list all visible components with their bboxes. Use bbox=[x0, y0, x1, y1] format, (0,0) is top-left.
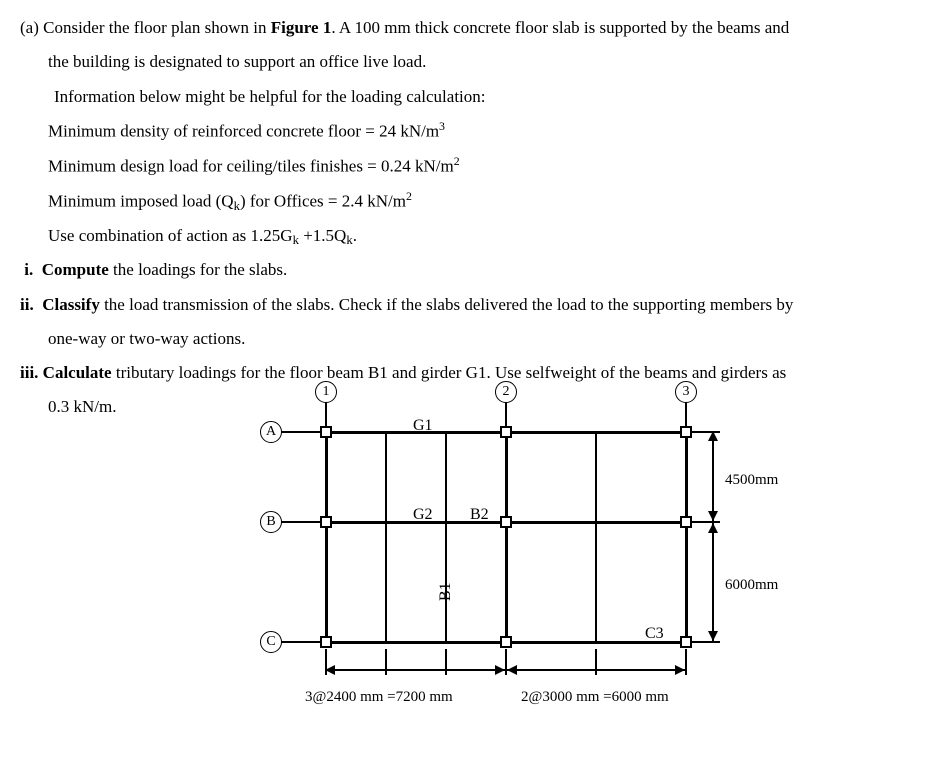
bubble-col-1: 1 bbox=[315, 381, 337, 403]
col-C3 bbox=[680, 636, 692, 648]
col-A2 bbox=[500, 426, 512, 438]
bubble-row-A-label: A bbox=[266, 419, 276, 446]
arrow-l-bot-right bbox=[507, 665, 517, 675]
dim-x-left: 3@2400 mm =7200 mm bbox=[305, 683, 453, 712]
item-ii-bold: Classify bbox=[42, 295, 100, 314]
q-line2: the building is designated to support an… bbox=[20, 46, 923, 78]
item-iii-bold: Calculate bbox=[43, 363, 112, 382]
item-ii-l1: ii. Classify the load transmission of th… bbox=[20, 289, 923, 321]
bubble-col-3: 3 bbox=[675, 381, 697, 403]
grid-2 bbox=[505, 431, 508, 643]
label-G1: G1 bbox=[413, 411, 433, 441]
q-l6-sup: 2 bbox=[406, 189, 412, 203]
bubble-col-2-label: 2 bbox=[503, 379, 510, 406]
figure-wrap: 0.3 kN/m. 1 2 3 bbox=[20, 391, 943, 761]
col-B2 bbox=[500, 516, 512, 528]
dim-bot-t2 bbox=[445, 649, 447, 675]
bubble-col-1-label: 1 bbox=[323, 379, 330, 406]
q-line7: Use combination of action as 1.25Gk +1.5… bbox=[20, 220, 923, 252]
bubble-col-3-label: 3 bbox=[683, 379, 690, 406]
col-C2 bbox=[500, 636, 512, 648]
q-l7a: Use combination of action as 1.25G bbox=[48, 226, 293, 245]
dim-right-lower-line bbox=[712, 521, 714, 641]
item-ii-l2: one-way or two-way actions. bbox=[20, 323, 923, 355]
arrow-dn-4500 bbox=[708, 511, 718, 521]
arrow-up-6000 bbox=[708, 523, 718, 533]
arrow-up-4500 bbox=[708, 431, 718, 441]
bubble-col-2: 2 bbox=[495, 381, 517, 403]
q-l5-sup: 2 bbox=[454, 154, 460, 168]
q-l4-sup: 3 bbox=[439, 119, 445, 133]
arrow-l-bot bbox=[325, 665, 335, 675]
q-line3: Information below might be helpful for t… bbox=[20, 81, 923, 113]
item-i-num: i. bbox=[24, 260, 33, 279]
dim-bot-t4 bbox=[595, 649, 597, 675]
beam-s2 bbox=[445, 431, 447, 643]
q-l5-text: Minimum design load for ceiling/tiles fi… bbox=[48, 157, 454, 176]
leader-row-c bbox=[281, 641, 321, 643]
arrow-r-bot-left bbox=[495, 665, 505, 675]
dim-bot-t5 bbox=[685, 649, 687, 675]
q-l1b: . A 100 mm thick concrete floor slab is … bbox=[331, 18, 789, 37]
dim-x-right: 2@3000 mm =6000 mm bbox=[521, 683, 669, 712]
q-l7c: . bbox=[353, 226, 357, 245]
item-ii-num: ii. bbox=[20, 295, 34, 314]
item-iii-l2: 0.3 kN/m. bbox=[48, 391, 116, 423]
label-B2: B2 bbox=[470, 500, 489, 530]
q-line4: Minimum density of reinforced concrete f… bbox=[20, 115, 923, 148]
arrow-dn-6000 bbox=[708, 631, 718, 641]
leader-row-b bbox=[281, 521, 321, 523]
q-prefix: (a) bbox=[20, 18, 39, 37]
q-l7b: +1.5Q bbox=[299, 226, 346, 245]
item-ii-rest-a: the load transmission of the slabs. Chec… bbox=[100, 295, 794, 314]
label-B1: B1 bbox=[431, 583, 461, 602]
q-l4-text: Minimum density of reinforced concrete f… bbox=[48, 122, 439, 141]
bubble-row-C-label: C bbox=[266, 629, 275, 656]
bubble-row-B: B bbox=[260, 511, 282, 533]
item-i-bold: Compute bbox=[42, 260, 109, 279]
bubble-row-B-label: B bbox=[266, 509, 275, 536]
dim-right-upper-line bbox=[712, 431, 714, 521]
q-line1: (a) Consider the floor plan shown in Fig… bbox=[20, 12, 923, 44]
grid-1 bbox=[325, 431, 328, 643]
q-l6b: ) for Offices = 2.4 kN/m bbox=[240, 191, 406, 210]
floor-plan-diagram: 1 2 3 A B C G1 G2 B2 B1 C3 4500mm 6000mm bbox=[265, 391, 755, 721]
col-C1 bbox=[320, 636, 332, 648]
col-A1 bbox=[320, 426, 332, 438]
dim-right-tick-C bbox=[692, 641, 720, 643]
item-i-rest: the loadings for the slabs. bbox=[109, 260, 287, 279]
col-B1 bbox=[320, 516, 332, 528]
col-A3 bbox=[680, 426, 692, 438]
beam-s1 bbox=[385, 431, 387, 643]
q-l1a: Consider the floor plan shown in bbox=[43, 18, 271, 37]
label-G2: G2 bbox=[413, 500, 433, 530]
grid-3 bbox=[685, 431, 688, 643]
fig-ref: Figure 1 bbox=[271, 18, 332, 37]
leader-row-a bbox=[281, 431, 321, 433]
q-line6: Minimum imposed load (Qk) for Offices = … bbox=[20, 185, 923, 218]
dim-4500: 4500mm bbox=[725, 466, 778, 495]
dim-6000: 6000mm bbox=[725, 571, 778, 600]
bubble-row-A: A bbox=[260, 421, 282, 443]
item-iii-num: iii. bbox=[20, 363, 38, 382]
dim-bot-t1 bbox=[385, 649, 387, 675]
beam-s3 bbox=[595, 431, 597, 643]
q-l6a: Minimum imposed load (Q bbox=[48, 191, 234, 210]
item-iii-l1: iii. Calculate tributary loadings for th… bbox=[20, 357, 923, 389]
label-C3: C3 bbox=[645, 619, 664, 649]
item-i: i. Compute the loadings for the slabs. bbox=[20, 254, 923, 286]
bubble-row-C: C bbox=[260, 631, 282, 653]
arrow-r-bot bbox=[675, 665, 685, 675]
q-line5: Minimum design load for ceiling/tiles fi… bbox=[20, 150, 923, 183]
col-B3 bbox=[680, 516, 692, 528]
